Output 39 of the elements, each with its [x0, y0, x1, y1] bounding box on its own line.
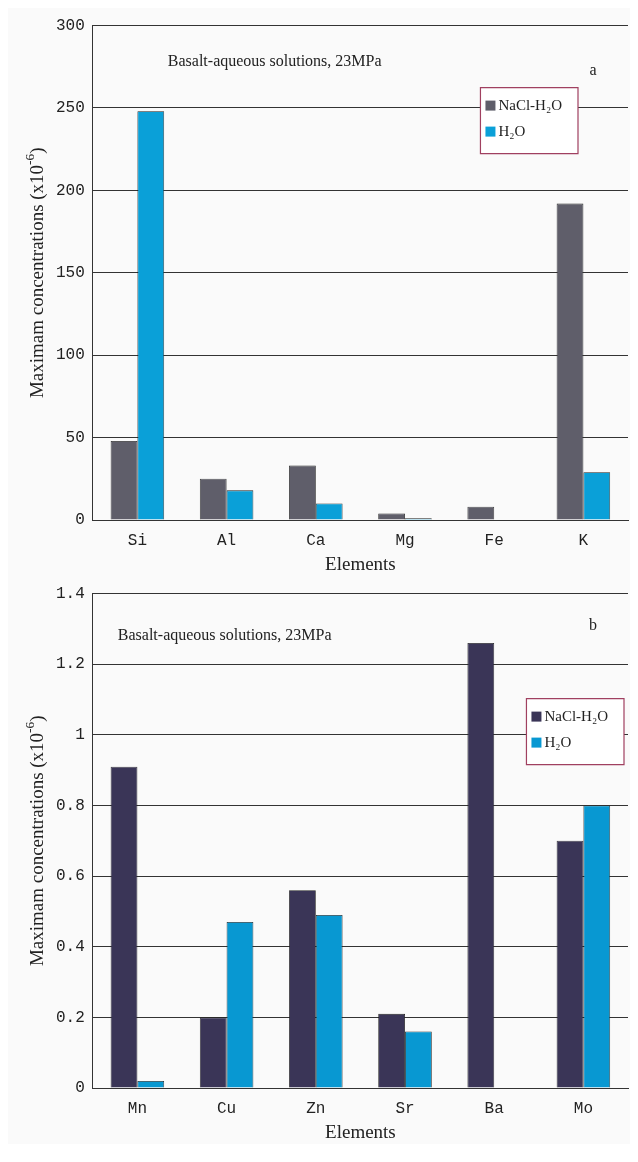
y-tick-label: 200	[55, 181, 85, 200]
x-axis-title: Elements	[325, 552, 396, 574]
legend-label: H₂O	[498, 122, 526, 139]
x-tick-label: Si	[127, 531, 148, 550]
y-tick-label: 150	[55, 264, 85, 283]
y-tick-label: 1.2	[55, 655, 85, 674]
x-tick-label: K	[578, 531, 589, 550]
y-tick-label: 50	[65, 428, 85, 447]
y-tick-label: 250	[55, 99, 85, 118]
annotation: Basalt-aqueous solutions, 23MPa	[117, 625, 332, 644]
x-tick-label: Zn	[306, 1099, 326, 1118]
y-tick-label: 0.4	[55, 937, 85, 956]
x-tick-label: Mn	[127, 1099, 148, 1118]
x-tick-label: Mo	[573, 1099, 593, 1118]
x-tick-label: Cu	[217, 1099, 237, 1118]
x-tick-label: Mg	[395, 531, 415, 550]
x-tick-label: Fe	[484, 531, 504, 550]
annotation: a	[589, 60, 597, 78]
x-tick-label: Ca	[306, 531, 326, 550]
y-tick-label: 0.2	[55, 1008, 85, 1027]
y-tick-label: 1.4	[55, 584, 85, 603]
y-tick-label: 0.8	[55, 796, 85, 815]
y-axis-title: Maximam concentrations (x10-6)	[21, 147, 48, 399]
y-tick-label: 0	[75, 1079, 85, 1098]
x-tick-label: Sr	[395, 1099, 415, 1118]
y-axis-title: Maximam concentrations (x10-6)	[21, 715, 48, 967]
y-tick-label: 100	[55, 346, 85, 365]
annotation: Basalt-aqueous solutions, 23MPa	[167, 51, 382, 70]
legend-label: NaCl-H₂O	[544, 707, 609, 724]
legend-label: H₂O	[544, 733, 572, 750]
y-tick-label: 0.6	[55, 867, 85, 886]
x-tick-label: Al	[217, 531, 237, 550]
y-tick-label: 300	[55, 16, 85, 35]
x-tick-label: Ba	[484, 1099, 505, 1118]
y-tick-label: 1	[75, 726, 85, 745]
x-axis-title: Elements	[325, 1120, 396, 1142]
annotation: b	[589, 615, 597, 633]
legend-label: NaCl-H₂O	[498, 96, 563, 113]
y-tick-label: 0	[75, 511, 85, 530]
